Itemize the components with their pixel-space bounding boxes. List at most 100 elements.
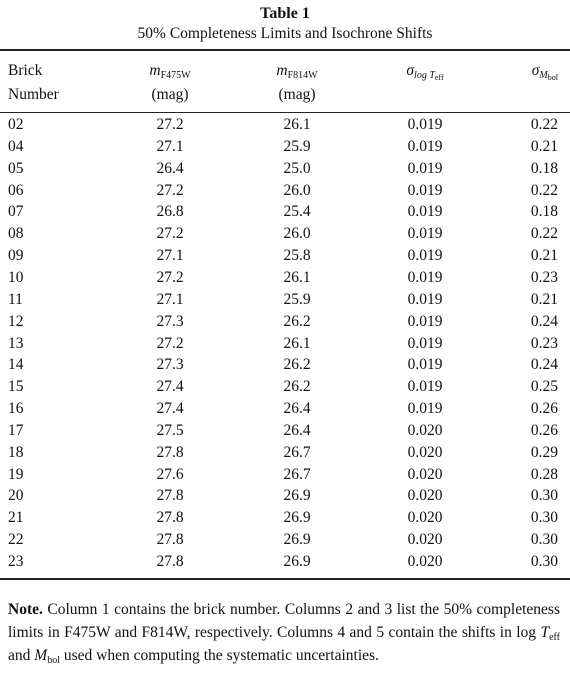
row-label: 10 xyxy=(8,268,24,286)
table-title: Table 1 xyxy=(260,5,310,22)
row-label: 02 xyxy=(8,116,24,133)
table-cell: 27.5 xyxy=(156,421,184,439)
table-cell: 27.4 xyxy=(156,400,184,418)
table-cell: 27.3 xyxy=(156,312,184,330)
table-cell: 27.8 xyxy=(156,553,184,570)
table-cell: 25.4 xyxy=(283,203,311,221)
table-cell: 26.4 xyxy=(156,159,184,177)
table-subtitle: 50% Completeness Limits and Isochrone Sh… xyxy=(137,25,433,42)
table-cell: 0.21 xyxy=(530,290,558,308)
table-cell: 27.4 xyxy=(156,378,184,396)
table-cell: 0.26 xyxy=(530,421,558,439)
row-label: 20 xyxy=(8,487,24,505)
table-cell: 26.9 xyxy=(283,553,311,570)
note-symbol: T xyxy=(540,624,550,641)
symbol: σ xyxy=(406,62,415,79)
subscript: Mbol xyxy=(539,70,558,82)
table-cell: 27.3 xyxy=(156,356,184,374)
row-label: 22 xyxy=(8,531,24,549)
column-header: Brick xyxy=(8,62,43,79)
table-cell: 26.2 xyxy=(283,378,311,396)
table-cell: 26.7 xyxy=(283,443,311,461)
table-cell: 0.020 xyxy=(407,421,443,439)
note-label: Note. xyxy=(8,601,43,618)
subsubscript: eff xyxy=(434,73,444,82)
column-unit: (mag) xyxy=(278,86,316,103)
table-cell: 0.020 xyxy=(407,509,443,527)
subsubscript: bol xyxy=(547,73,558,82)
table-cell: 0.019 xyxy=(407,268,443,286)
table-cell: 25.0 xyxy=(283,159,311,177)
table-cell: 0.020 xyxy=(407,553,443,570)
subscript-text: log T xyxy=(414,70,435,81)
table-cell: 26.9 xyxy=(283,509,311,527)
table-cell: 0.30 xyxy=(530,531,558,549)
table-cell: 26.2 xyxy=(283,356,311,374)
table-cell: 0.020 xyxy=(407,531,443,549)
row-label: 14 xyxy=(8,356,24,374)
note-subscript: bol xyxy=(47,655,60,666)
table-cell: 0.29 xyxy=(530,443,558,461)
table-cell: 25.9 xyxy=(283,290,311,308)
table-cell: 27.1 xyxy=(156,290,184,308)
table-cell: 0.30 xyxy=(530,509,558,527)
note-subscript: eff xyxy=(549,632,560,643)
column-header: mF475W xyxy=(149,62,191,81)
table-cell: 0.21 xyxy=(530,137,558,155)
table-cell: 26.9 xyxy=(283,487,311,505)
subscript: F475W xyxy=(160,70,191,81)
table-cell: 0.019 xyxy=(407,400,443,418)
symbol: σ xyxy=(531,62,540,79)
table-cell: 0.24 xyxy=(530,312,558,330)
row-label: 18 xyxy=(8,443,24,461)
note-text: used when computing the systematic uncer… xyxy=(59,647,379,664)
table-cell: 0.24 xyxy=(530,356,558,374)
table-cell: 26.9 xyxy=(283,531,311,549)
table-cell: 26.4 xyxy=(283,421,311,439)
table-cell: 27.2 xyxy=(156,116,184,133)
table-cell: 0.019 xyxy=(407,159,443,177)
subscript: F814W xyxy=(287,70,318,81)
row-label: 09 xyxy=(8,247,24,265)
row-label: 05 xyxy=(8,159,24,177)
row-label: 12 xyxy=(8,312,24,330)
table-cell: 0.019 xyxy=(407,137,443,155)
table-cell: 0.019 xyxy=(407,378,443,396)
table-cell: 26.1 xyxy=(283,268,311,286)
table-cell: 0.30 xyxy=(530,487,558,505)
table-cell: 0.020 xyxy=(407,487,443,505)
table-cell: 0.28 xyxy=(530,465,558,483)
row-label: 19 xyxy=(8,465,24,483)
table-cell: 25.8 xyxy=(283,247,311,265)
note-text: and xyxy=(8,647,35,664)
row-label: 07 xyxy=(8,203,24,221)
table-cell: 0.019 xyxy=(407,225,443,243)
row-label: 15 xyxy=(8,378,24,396)
table-cell: 27.2 xyxy=(156,268,184,286)
row-label: 11 xyxy=(8,290,23,308)
header-rule xyxy=(0,112,570,113)
column-header: σMbol xyxy=(531,62,558,82)
table-cell: 27.1 xyxy=(156,137,184,155)
column-unit: (mag) xyxy=(151,86,189,103)
row-label: 16 xyxy=(8,400,24,418)
subscript: log Teff xyxy=(414,70,444,82)
table-cell: 26.7 xyxy=(283,465,311,483)
table-cell: 0.019 xyxy=(407,203,443,221)
table-cell: 0.25 xyxy=(530,378,558,396)
row-label: 08 xyxy=(8,225,24,243)
table-cell: 27.2 xyxy=(156,225,184,243)
symbol: m xyxy=(276,62,288,79)
table-cell: 0.18 xyxy=(530,203,558,221)
table-cell: 26.4 xyxy=(283,400,311,418)
table-cell: 0.019 xyxy=(407,312,443,330)
table-cell: 27.2 xyxy=(156,334,184,352)
table-cell: 0.019 xyxy=(407,334,443,352)
table-cell: 0.020 xyxy=(407,465,443,483)
row-label: 17 xyxy=(8,421,24,439)
row-label: 04 xyxy=(8,137,24,155)
table-cell: 0.019 xyxy=(407,290,443,308)
row-label: 23 xyxy=(8,553,24,570)
table-cell: 0.22 xyxy=(530,181,558,199)
